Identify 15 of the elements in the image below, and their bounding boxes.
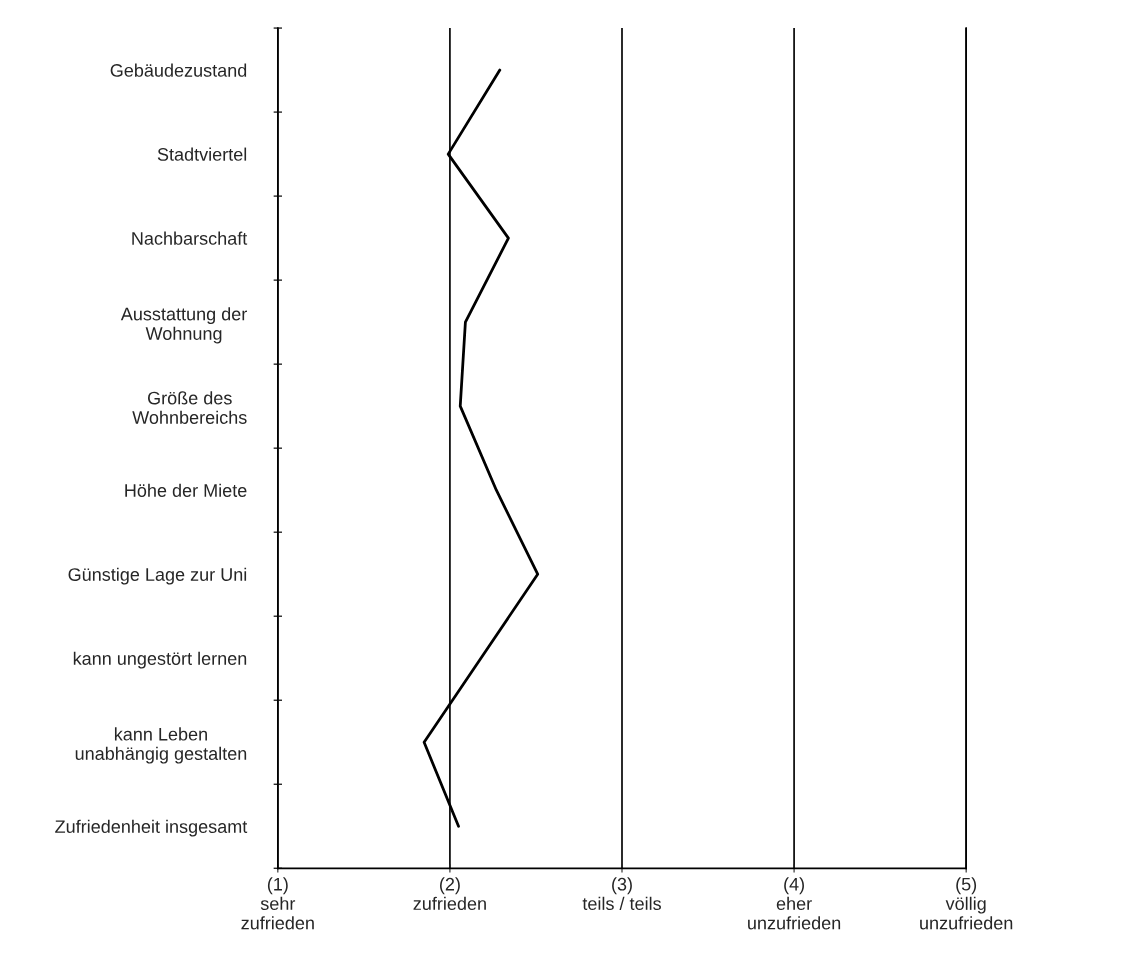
x-tick-label: (5) völlig unzufrieden <box>920 877 1013 930</box>
x-tick-label: (3) teils / teils <box>582 877 661 911</box>
y-tick-label: kann Leben unabhängig gestalten <box>75 727 247 764</box>
y-tick-label: Ausstattung der Wohnung <box>120 307 247 344</box>
y-tick-label: Zufriedenheit insgesamt <box>55 819 248 837</box>
y-tick-label: Stadtviertel <box>157 147 247 161</box>
y-tick-label: Nachbarschaft <box>132 231 248 245</box>
y-tick-label: Günstige Lage zur Uni <box>68 567 247 585</box>
y-tick-label: kann ungestört lernen <box>73 651 247 669</box>
y-tick-label: Größe des Wohnbereichs <box>132 391 247 424</box>
x-tick-label: (4) eher unzufrieden <box>748 877 841 930</box>
y-tick-label: Gebäudezustand <box>110 63 247 77</box>
x-tick-label: (2) zufrieden <box>413 877 486 911</box>
x-tick-label: (1) sehr zufrieden <box>241 877 314 930</box>
y-tick-label: Höhe der Miete <box>125 483 247 497</box>
